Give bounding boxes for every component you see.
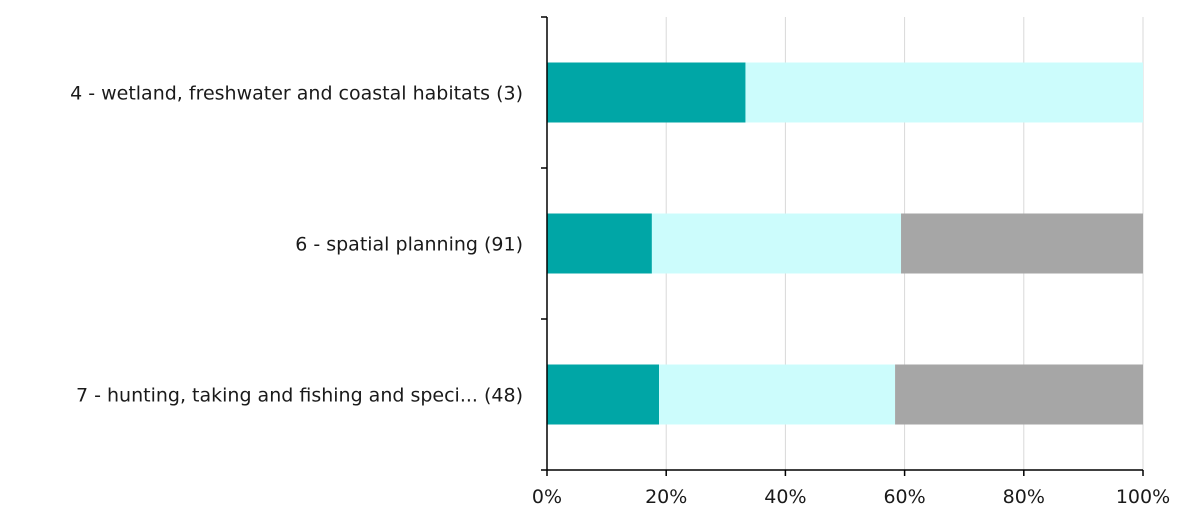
axes (541, 16, 1144, 476)
bar-segment-1 (547, 213, 652, 274)
x-tick-label: 40% (764, 486, 806, 508)
bar-segment-1 (547, 62, 746, 123)
x-tick-label: 60% (883, 486, 925, 508)
x-tick-label: 100% (1116, 486, 1170, 508)
x-tick-label: 0% (532, 486, 562, 508)
category-label: 7 - hunting, taking and fishing and spec… (76, 385, 523, 407)
bar-segment-3 (895, 364, 1143, 425)
category-label: 4 - wetland, freshwater and coastal habi… (70, 83, 523, 105)
bar-segment-2 (659, 364, 896, 425)
x-tick-label: 80% (1003, 486, 1045, 508)
bar-segment-2 (745, 62, 1143, 123)
bar-segment-3 (901, 213, 1143, 274)
x-tick-label: 20% (645, 486, 687, 508)
bar-segment-2 (651, 213, 902, 274)
category-label: 6 - spatial planning (91) (295, 234, 523, 256)
bars (547, 62, 1143, 425)
bar-segment-1 (547, 364, 660, 425)
labels: 0% 20% 40% 60% 80% 100% 4 - wetland, freshwate… (70, 83, 1170, 509)
